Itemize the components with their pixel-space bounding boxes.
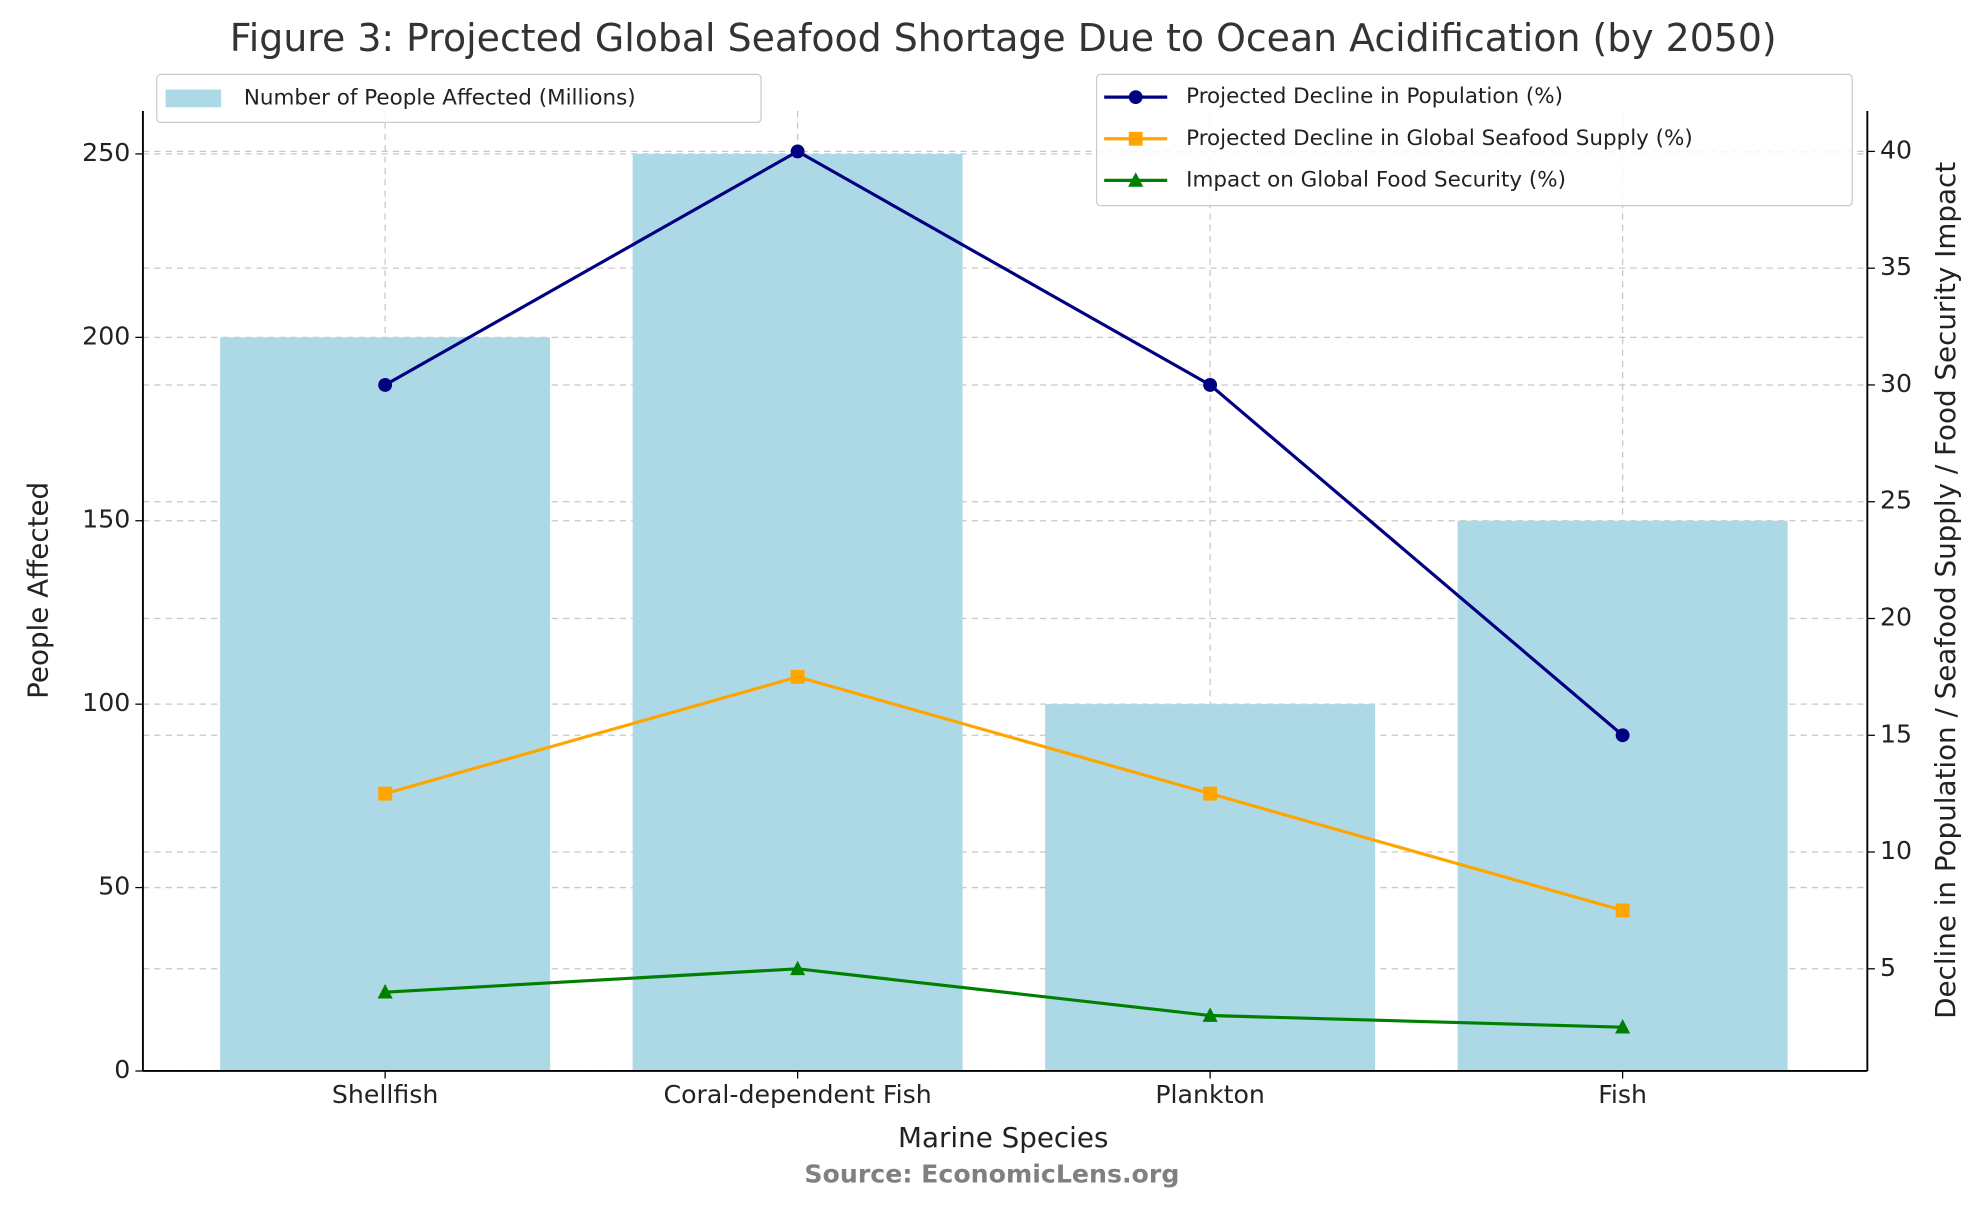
y2-tick-label: 40 xyxy=(1880,135,1912,164)
y2-tick-label: 25 xyxy=(1880,486,1912,515)
marker xyxy=(378,786,393,801)
marker xyxy=(1615,728,1630,743)
bar xyxy=(632,153,963,1071)
marker xyxy=(1128,90,1143,105)
y2-tick-label: 15 xyxy=(1880,719,1912,748)
legend-label: Number of People Affected (Millions) xyxy=(244,85,636,110)
legend-frame xyxy=(156,73,762,123)
y2-tick-label: 10 xyxy=(1880,836,1912,865)
bar xyxy=(220,337,551,1071)
legend-label: Projected Decline in Global Seafood Supp… xyxy=(1186,126,1693,151)
legend-label: Projected Decline in Population (%) xyxy=(1186,84,1563,109)
line xyxy=(385,967,1623,1029)
y-axis-label: People Affected xyxy=(21,482,54,699)
marker xyxy=(790,144,805,159)
legend-frame xyxy=(1095,73,1853,207)
marker xyxy=(790,669,805,684)
marker xyxy=(377,983,393,999)
y-tick-label: 200 xyxy=(82,321,130,350)
legend: Projected Decline in Population (%) Proje… xyxy=(1095,73,1853,207)
y-tick-label: 50 xyxy=(98,872,130,901)
y2-tick-label: 35 xyxy=(1880,252,1912,281)
legend-swatch xyxy=(165,89,222,108)
x-tick-label: Fish xyxy=(1598,1080,1647,1109)
y-tick-label: 150 xyxy=(82,505,130,534)
marker xyxy=(378,378,393,392)
marker xyxy=(1203,378,1218,392)
bar xyxy=(1457,520,1788,1071)
line xyxy=(384,149,1624,737)
y2-tick-label: 5 xyxy=(1880,953,1896,982)
marker xyxy=(1128,131,1143,146)
x-tick-label: Plankton xyxy=(1155,1080,1265,1109)
marker xyxy=(1615,903,1630,918)
marker xyxy=(1203,786,1218,801)
source-note: Source: EconomicLens.org xyxy=(804,1160,1179,1189)
y2-axis-label: Decline in Population / Seafood Supply /… xyxy=(1929,162,1962,1019)
legend-label: Impact on Global Food Security (%) xyxy=(1186,167,1566,192)
line xyxy=(384,675,1624,912)
legend: Number of People Affected (Millions) xyxy=(156,73,762,123)
y-tick-label: 0 xyxy=(114,1055,130,1084)
marker xyxy=(1128,172,1144,187)
marker xyxy=(790,960,806,976)
marker xyxy=(1202,1007,1218,1022)
marker xyxy=(1615,1018,1631,1034)
x-tick-label: Coral-dependent Fish xyxy=(664,1080,932,1109)
y2-tick-label: 20 xyxy=(1880,602,1912,631)
y-tick-label: 100 xyxy=(82,688,130,717)
y2-tick-label: 30 xyxy=(1880,369,1912,398)
x-tick-label: Shellfish xyxy=(332,1080,439,1109)
y-tick-label: 250 xyxy=(82,138,130,167)
chart-title: Figure 3: Projected Global Seafood Short… xyxy=(230,16,1777,60)
x-axis-label: Marine Species xyxy=(898,1121,1108,1154)
marks xyxy=(220,144,1788,1071)
